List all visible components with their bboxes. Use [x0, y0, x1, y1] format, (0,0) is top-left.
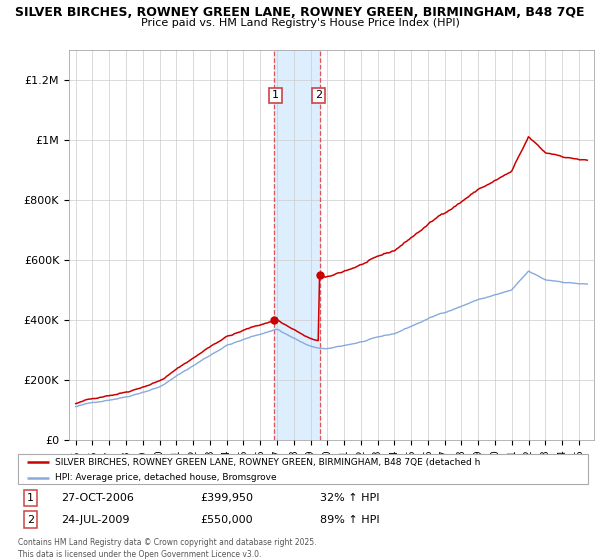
Text: SILVER BIRCHES, ROWNEY GREEN LANE, ROWNEY GREEN, BIRMINGHAM, B48 7QE (detached h: SILVER BIRCHES, ROWNEY GREEN LANE, ROWNE… [55, 458, 481, 466]
Text: £550,000: £550,000 [200, 515, 253, 525]
Text: 32% ↑ HPI: 32% ↑ HPI [320, 493, 380, 503]
Text: £399,950: £399,950 [200, 493, 253, 503]
Text: 27-OCT-2006: 27-OCT-2006 [61, 493, 134, 503]
Text: Price paid vs. HM Land Registry's House Price Index (HPI): Price paid vs. HM Land Registry's House … [140, 18, 460, 28]
Bar [274, 50, 320, 440]
Text: 24-JUL-2009: 24-JUL-2009 [61, 515, 129, 525]
Text: SILVER BIRCHES, ROWNEY GREEN LANE, ROWNEY GREEN, BIRMINGHAM, B48 7QE: SILVER BIRCHES, ROWNEY GREEN LANE, ROWNE… [15, 6, 585, 18]
Text: 89% ↑ HPI: 89% ↑ HPI [320, 515, 380, 525]
Text: HPI: Average price, detached house, Bromsgrove: HPI: Average price, detached house, Brom… [55, 473, 277, 482]
Text: 2: 2 [315, 90, 322, 100]
Text: 2: 2 [27, 515, 34, 525]
Text: Contains HM Land Registry data © Crown copyright and database right 2025.
This d: Contains HM Land Registry data © Crown c… [18, 538, 317, 559]
Text: 1: 1 [272, 90, 279, 100]
Text: 1: 1 [27, 493, 34, 503]
